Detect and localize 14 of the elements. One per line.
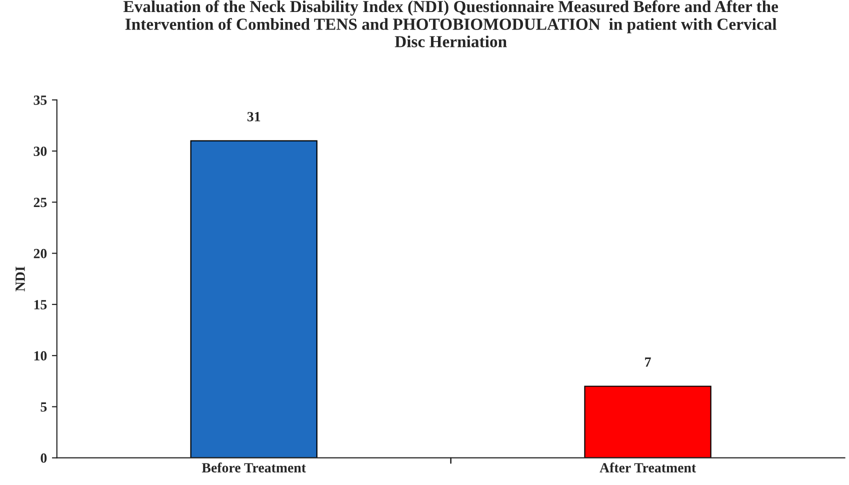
y-tick-label: 10 bbox=[34, 351, 47, 361]
y-tick-label: 0 bbox=[40, 453, 47, 463]
y-tick-label: 30 bbox=[34, 146, 47, 156]
y-axis-title: NDI bbox=[16, 266, 25, 292]
y-tick-label: 25 bbox=[34, 198, 47, 208]
y-tick-label: 35 bbox=[34, 96, 47, 105]
chart-title: Evaluation of the Neck Disability Index (NDI) Questionnaire Measured Before and After the Intervention of Combined TENS and PHOTOBIOMODULATION in patient with Cervical Disc Herniation bbox=[123, 0, 778, 48]
y-tick-label: 20 bbox=[34, 248, 47, 258]
y-tick-label: 5 bbox=[40, 402, 47, 412]
y-tick-label: 15 bbox=[34, 300, 47, 310]
data-label: 7 bbox=[645, 358, 651, 367]
x-tick-label: After Treatment bbox=[600, 462, 696, 472]
x-tick-label: Before Treatment bbox=[202, 462, 306, 472]
data-label: 31 bbox=[247, 112, 260, 122]
